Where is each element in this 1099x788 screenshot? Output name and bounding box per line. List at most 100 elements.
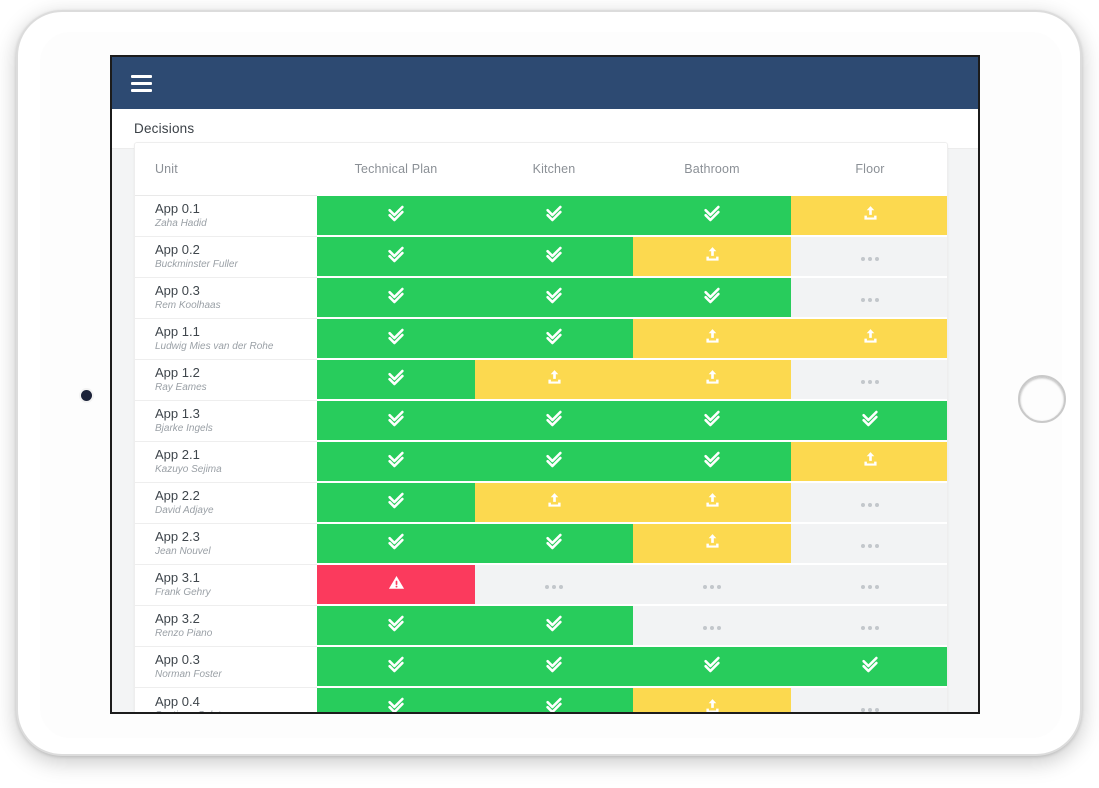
- unit-name: App 0.3: [155, 652, 200, 668]
- double-check-icon: [543, 285, 565, 307]
- status-cell-kitchen-done[interactable]: [475, 686, 633, 712]
- unit-cell[interactable]: App 1.3 Bjarke Ingels: [135, 399, 317, 441]
- unit-cell[interactable]: App 1.1 Ludwig Mies van der Rohe: [135, 317, 317, 359]
- status-cell-technical-plan-done[interactable]: [317, 235, 475, 277]
- status-cell-floor-done[interactable]: [791, 645, 947, 687]
- upload-icon: [701, 367, 723, 389]
- unit-cell[interactable]: App 0.4Santiago Calatrava: [135, 686, 317, 712]
- status-cell-floor-done[interactable]: [791, 399, 947, 441]
- unit-name: App 2.3: [155, 529, 200, 545]
- status-cell-bathroom-done[interactable]: [633, 645, 791, 687]
- status-cell-bathroom-upload[interactable]: [633, 235, 791, 277]
- status-cell-kitchen-empty[interactable]: [475, 563, 633, 605]
- upload-icon: [701, 490, 723, 512]
- ellipsis-icon: [861, 379, 879, 384]
- table-row: App 2.1 Kazuyo Sejima: [135, 440, 947, 482]
- unit-cell[interactable]: App 0.2 Buckminster Fuller: [135, 235, 317, 277]
- unit-author: Norman Foster: [155, 668, 222, 680]
- status-cell-kitchen-done[interactable]: [475, 399, 633, 441]
- status-cell-bathroom-empty[interactable]: [633, 563, 791, 605]
- unit-author: Bjarke Ingels: [155, 422, 213, 434]
- status-cell-bathroom-empty[interactable]: [633, 604, 791, 646]
- unit-cell[interactable]: App 2.3 Jean Nouvel: [135, 522, 317, 564]
- status-cell-bathroom-upload[interactable]: [633, 686, 791, 712]
- status-cell-floor-empty[interactable]: [791, 563, 947, 605]
- status-cell-bathroom-done[interactable]: [633, 399, 791, 441]
- status-cell-floor-empty[interactable]: [791, 276, 947, 318]
- status-cell-kitchen-done[interactable]: [475, 522, 633, 564]
- app-top-bar: [112, 57, 978, 109]
- status-cell-floor-empty[interactable]: [791, 481, 947, 523]
- unit-cell[interactable]: App 0.3 Rem Koolhaas: [135, 276, 317, 318]
- column-header-technical-plan[interactable]: Technical Plan: [317, 143, 475, 195]
- status-cell-technical-plan-done[interactable]: [317, 276, 475, 318]
- status-cell-floor-empty[interactable]: [791, 686, 947, 712]
- status-cell-bathroom-done[interactable]: [633, 276, 791, 318]
- status-cell-technical-plan-done[interactable]: [317, 604, 475, 646]
- status-cell-kitchen-done[interactable]: [475, 317, 633, 359]
- unit-cell[interactable]: App 2.2 David Adjaye: [135, 481, 317, 523]
- status-cell-kitchen-done[interactable]: [475, 440, 633, 482]
- status-cell-bathroom-upload[interactable]: [633, 522, 791, 564]
- double-check-icon: [859, 654, 881, 676]
- unit-cell[interactable]: App 3.2 Renzo Piano: [135, 604, 317, 646]
- status-cell-kitchen-upload[interactable]: [475, 481, 633, 523]
- unit-cell[interactable]: App 3.1 Frank Gehry: [135, 563, 317, 605]
- double-check-icon: [543, 203, 565, 225]
- status-cell-technical-plan-done[interactable]: [317, 481, 475, 523]
- ellipsis-icon: [545, 584, 563, 589]
- status-cell-kitchen-done[interactable]: [475, 235, 633, 277]
- ellipsis-icon: [861, 256, 879, 261]
- status-cell-floor-upload[interactable]: [791, 440, 947, 482]
- double-check-icon: [543, 408, 565, 430]
- table-row: App 0.4Santiago Calatrava: [135, 686, 947, 712]
- unit-cell[interactable]: App 1.2 Ray Eames: [135, 358, 317, 400]
- status-cell-kitchen-done[interactable]: [475, 604, 633, 646]
- status-cell-bathroom-upload[interactable]: [633, 481, 791, 523]
- status-cell-technical-plan-done[interactable]: [317, 358, 475, 400]
- status-cell-kitchen-upload[interactable]: [475, 358, 633, 400]
- status-cell-technical-plan-done[interactable]: [317, 194, 475, 236]
- status-cell-bathroom-done[interactable]: [633, 194, 791, 236]
- status-cell-floor-empty[interactable]: [791, 522, 947, 564]
- unit-name: App 2.1: [155, 447, 200, 463]
- double-check-icon: [385, 367, 407, 389]
- status-cell-bathroom-done[interactable]: [633, 440, 791, 482]
- home-button[interactable]: [1018, 375, 1066, 423]
- status-cell-technical-plan-done[interactable]: [317, 440, 475, 482]
- status-cell-floor-empty[interactable]: [791, 358, 947, 400]
- status-cell-bathroom-upload[interactable]: [633, 317, 791, 359]
- table-row: App 0.2 Buckminster Fuller: [135, 235, 947, 277]
- status-cell-technical-plan-done[interactable]: [317, 686, 475, 712]
- table-row: App 2.2 David Adjaye: [135, 481, 947, 523]
- unit-cell[interactable]: App 2.1 Kazuyo Sejima: [135, 440, 317, 482]
- status-cell-kitchen-done[interactable]: [475, 194, 633, 236]
- status-cell-kitchen-done[interactable]: [475, 276, 633, 318]
- unit-cell[interactable]: App 0.3 Norman Foster: [135, 645, 317, 687]
- unit-author: Santiago Calatrava: [155, 710, 317, 712]
- double-check-icon: [385, 449, 407, 471]
- column-header-floor[interactable]: Floor: [791, 143, 947, 195]
- column-header-bathroom[interactable]: Bathroom: [633, 143, 791, 195]
- status-cell-technical-plan-done[interactable]: [317, 645, 475, 687]
- status-cell-kitchen-done[interactable]: [475, 645, 633, 687]
- double-check-icon: [543, 695, 565, 712]
- unit-cell[interactable]: App 0.1 Zaha Hadid: [135, 195, 317, 236]
- column-header-unit[interactable]: Unit: [135, 143, 317, 195]
- status-cell-floor-empty[interactable]: [791, 235, 947, 277]
- double-check-icon: [543, 531, 565, 553]
- hamburger-icon[interactable]: [131, 74, 152, 92]
- status-cell-technical-plan-done[interactable]: [317, 399, 475, 441]
- status-cell-bathroom-upload[interactable]: [633, 358, 791, 400]
- unit-name: App 3.1: [155, 570, 200, 586]
- status-cell-floor-upload[interactable]: [791, 194, 947, 236]
- status-cell-floor-empty[interactable]: [791, 604, 947, 646]
- status-cell-technical-plan-done[interactable]: [317, 317, 475, 359]
- table-body: App 0.1 Zaha Hadid App 0.2 Buckminster Full…: [135, 194, 947, 712]
- double-check-icon: [385, 203, 407, 225]
- status-cell-technical-plan-done[interactable]: [317, 522, 475, 564]
- status-cell-floor-upload[interactable]: [791, 317, 947, 359]
- status-cell-technical-plan-alert[interactable]: [317, 563, 475, 605]
- unit-name: App 2.2: [155, 488, 200, 504]
- column-header-kitchen[interactable]: Kitchen: [475, 143, 633, 195]
